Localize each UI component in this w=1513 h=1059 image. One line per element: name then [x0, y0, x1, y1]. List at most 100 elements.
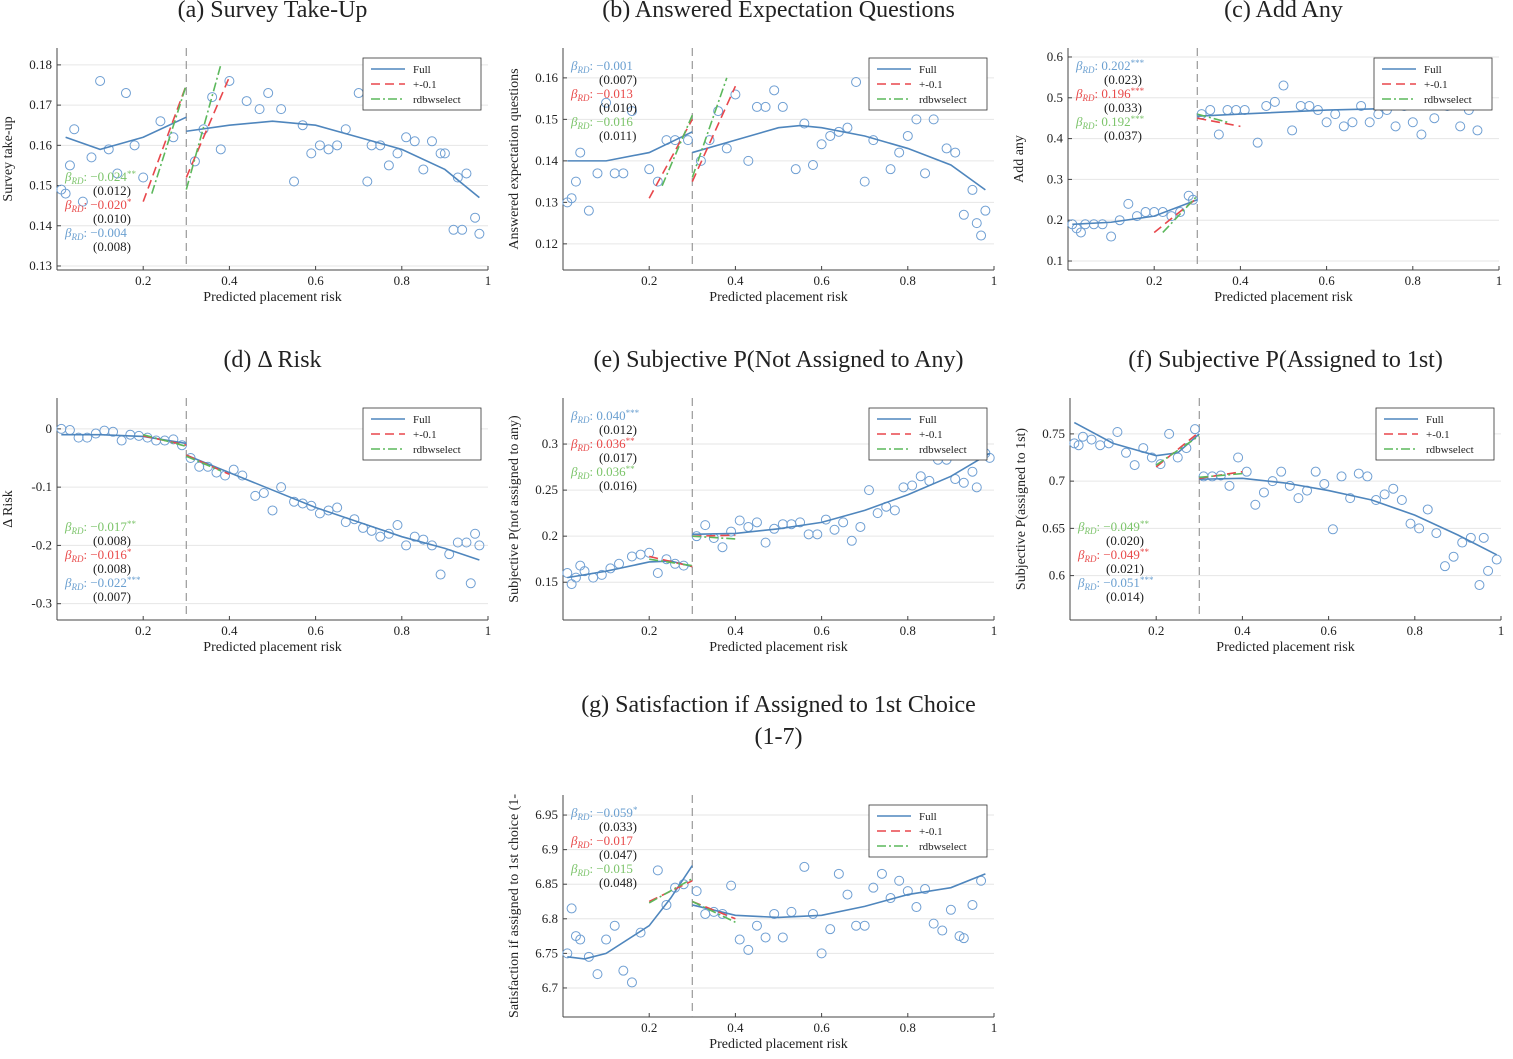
coef-estimate: : −0.017 [83, 519, 127, 534]
scatter-point [383, 160, 394, 171]
scatter-point [911, 902, 922, 913]
scatter-point [457, 224, 468, 235]
scatter-point [570, 176, 581, 187]
coef-se: (0.008) [93, 561, 131, 576]
scatter-point [682, 135, 693, 146]
coef-subscript: RD [70, 526, 83, 536]
legend-box [1375, 407, 1495, 461]
scatter-point [465, 578, 476, 589]
scatter-point [717, 542, 728, 553]
scatter-point [289, 176, 300, 187]
scatter-point [894, 875, 905, 886]
scatter-point [1095, 440, 1106, 451]
coef-stars: ** [1140, 519, 1150, 529]
legend-label: Full [919, 414, 937, 426]
legend-label: +-0.1 [413, 79, 437, 91]
y-axis-label: Δ Risk [1, 490, 16, 527]
coef-se: (0.037) [1104, 128, 1142, 143]
x-tick-label: 0.6 [813, 1020, 830, 1035]
x-tick-label: 0.8 [394, 273, 410, 288]
scatter-point [751, 517, 762, 528]
scatter-point [120, 88, 131, 99]
coef-se: (0.023) [1104, 72, 1142, 87]
y-tick-label: 0.13 [535, 194, 558, 209]
coef-symbol: β [64, 169, 72, 184]
scatter-point [401, 540, 412, 551]
scatter-point [958, 209, 969, 220]
chart-title: (d) Δ Risk [223, 347, 321, 373]
coef-subscript: RD [1081, 93, 1094, 103]
scatter-point [872, 508, 883, 519]
scatter-point [661, 554, 672, 565]
scatter-point [224, 75, 235, 86]
y-axis-label: Subjective P(assigned to 1st) [1014, 428, 1029, 590]
y-axis-label: Subjective P(not assigned to any) [507, 415, 522, 603]
coefficient: βRD: −0.020* [64, 197, 132, 214]
legend-label: Full [1426, 414, 1444, 426]
coef-symbol: β [570, 58, 578, 73]
scatter-point [1295, 100, 1306, 111]
scatter-point [751, 101, 762, 112]
y-tick-label: 0.2 [1047, 212, 1063, 227]
scatter-point [1336, 471, 1347, 482]
x-tick-label: 1 [485, 623, 492, 638]
y-tick-label: 0.6 [1049, 568, 1066, 583]
coef-stars: ** [626, 464, 636, 474]
scatter-point [751, 920, 762, 931]
scatter-point [254, 104, 265, 115]
legend-box [362, 57, 482, 111]
fit-line [648, 877, 736, 923]
coefficient: βRD: −0.051*** [1077, 575, 1154, 592]
scatter-point [155, 116, 166, 127]
scatter-point [1407, 117, 1418, 128]
coefficient: βRD: 0.036** [570, 436, 635, 453]
coef-symbol: β [64, 519, 72, 534]
coef-subscript: RD [576, 868, 589, 878]
scatter-point [842, 122, 853, 133]
scatter-point [1472, 125, 1483, 136]
fit-line [567, 865, 986, 960]
coef-subscript: RD [576, 121, 589, 131]
scatter-point [129, 140, 140, 151]
coefficient: βRD: −0.024** [64, 169, 136, 186]
coef-subscript: RD [1083, 526, 1096, 536]
coef-subscript: RD [70, 232, 83, 242]
scatter-point [652, 865, 663, 876]
scatter-point [1431, 528, 1442, 539]
scatter-point [1338, 121, 1349, 132]
scatter-point [215, 144, 226, 155]
scatter-point [1478, 532, 1489, 543]
scatter-point [626, 106, 637, 117]
coef-estimate: : 0.040 [589, 408, 625, 423]
fit-line [65, 116, 480, 199]
chart-title: (c) Add Any [1224, 0, 1343, 23]
coefficient: βRD: −0.001 [570, 58, 633, 75]
scatter-point [721, 143, 732, 154]
scatter-point [1347, 117, 1358, 128]
scatter-point [726, 880, 737, 891]
scatter-point [592, 969, 603, 980]
scatter-point [915, 471, 926, 482]
scatter-point [125, 429, 136, 440]
chart-title: (f) Subjective P(Assigned to 1st) [1128, 347, 1443, 373]
scatter-point [1187, 194, 1198, 205]
coef-estimate: : −0.004 [83, 225, 127, 240]
y-tick-label: 0.25 [535, 482, 558, 497]
scatter-point [562, 568, 573, 579]
scatter-point [876, 868, 887, 879]
coef-se: (0.010) [93, 211, 131, 226]
coefficient: βRD: −0.016 [570, 114, 633, 131]
scatter-point [812, 529, 823, 540]
coef-se: (0.016) [599, 478, 637, 493]
y-tick-label: 6.7 [542, 980, 559, 995]
scatter-point [1172, 452, 1183, 463]
scatter-point [1390, 121, 1401, 132]
scatter-point [1258, 487, 1269, 498]
scatter-point [1284, 480, 1295, 491]
scatter-point [902, 130, 913, 141]
scatter-point [470, 528, 481, 539]
coef-se: (0.048) [599, 875, 637, 890]
scatter-point [838, 517, 849, 528]
scatter-point [108, 426, 119, 437]
coef-symbol: β [1077, 547, 1085, 562]
